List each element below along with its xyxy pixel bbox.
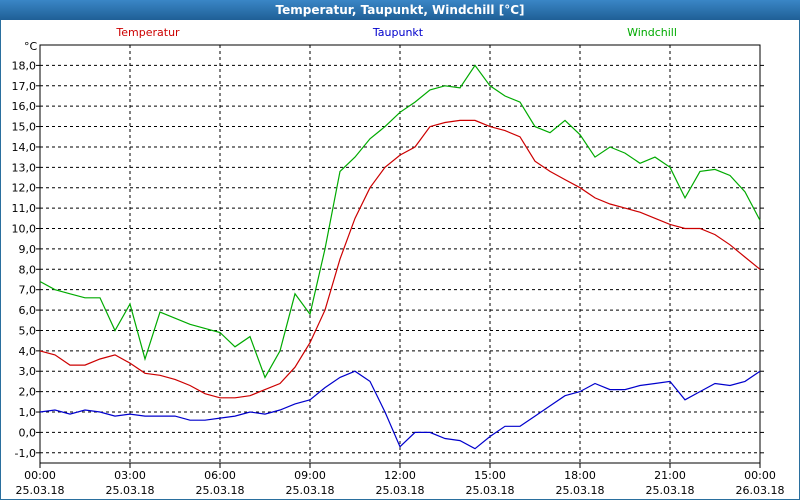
x-tick-time-label: 00:00 bbox=[744, 469, 776, 482]
y-tick-label: 1,0 bbox=[19, 406, 37, 419]
y-tick-label: 4,0 bbox=[19, 345, 37, 358]
x-tick-date-label: 26.03.18 bbox=[736, 484, 785, 497]
y-tick-label: 14,0 bbox=[12, 141, 37, 154]
x-tick-time-label: 03:00 bbox=[114, 469, 146, 482]
x-tick-date-label: 25.03.18 bbox=[646, 484, 695, 497]
legend-item-windchill: Windchill bbox=[627, 26, 677, 39]
x-tick-time-label: 06:00 bbox=[204, 469, 236, 482]
y-tick-label: 6,0 bbox=[19, 304, 37, 317]
x-tick-date-label: 25.03.18 bbox=[466, 484, 515, 497]
x-tick-date-label: 25.03.18 bbox=[16, 484, 65, 497]
y-tick-label: 3,0 bbox=[19, 365, 37, 378]
x-tick-date-label: 25.03.18 bbox=[106, 484, 155, 497]
y-tick-label: 11,0 bbox=[12, 202, 37, 215]
x-tick-time-label: 09:00 bbox=[294, 469, 326, 482]
y-tick-label: 5,0 bbox=[19, 324, 37, 337]
y-tick-label: 17,0 bbox=[12, 80, 37, 93]
y-tick-label: 2,0 bbox=[19, 386, 37, 399]
x-tick-time-label: 21:00 bbox=[654, 469, 686, 482]
series-line-taupunkt bbox=[39, 370, 761, 450]
y-tick-label: 12,0 bbox=[12, 182, 37, 195]
y-tick-label: 15,0 bbox=[12, 121, 37, 134]
x-tick-time-label: 12:00 bbox=[384, 469, 416, 482]
y-tick-label: 7,0 bbox=[19, 284, 37, 297]
window-title: Temperatur, Taupunkt, Windchill [°C] bbox=[0, 0, 800, 20]
legend: Temperatur Taupunkt Windchill bbox=[115, 26, 677, 39]
y-tick-label: 9,0 bbox=[19, 243, 37, 256]
y-tick-label: 18,0 bbox=[12, 59, 37, 72]
y-tick-label: 0,0 bbox=[19, 426, 37, 439]
y-tick-label: 16,0 bbox=[12, 100, 37, 113]
y-tick-label: 8,0 bbox=[19, 263, 37, 276]
x-axis-ticks: 00:00 25.03.18 03:00 25.03.18 06:00 25.03.18 0… bbox=[16, 463, 785, 497]
x-tick-date-label: 25.03.18 bbox=[196, 484, 245, 497]
x-tick-time-label: 00:00 bbox=[24, 469, 56, 482]
grid-lines bbox=[40, 45, 760, 463]
x-tick-date-label: 25.03.18 bbox=[376, 484, 425, 497]
legend-item-taupunkt: Taupunkt bbox=[372, 26, 424, 39]
y-axis-ticks: 18,0 17,0 16,0 15,0 14,0 13,0 12,0 11,0 10,0 9,0 8… bbox=[12, 59, 764, 460]
x-tick-time-label: 18:00 bbox=[564, 469, 596, 482]
y-tick-label: 13,0 bbox=[12, 161, 37, 174]
y-tick-label: 10,0 bbox=[12, 223, 37, 236]
x-tick-date-label: 25.03.18 bbox=[286, 484, 335, 497]
y-unit-label: °C bbox=[24, 40, 38, 53]
series-line-temperatur bbox=[39, 119, 761, 399]
series-lines bbox=[39, 64, 761, 450]
series-line-windchill bbox=[39, 64, 761, 379]
legend-item-temperatur: Temperatur bbox=[115, 26, 180, 39]
y-tick-label: -1,0 bbox=[15, 447, 36, 460]
x-tick-time-label: 15:00 bbox=[474, 469, 506, 482]
x-tick-date-label: 25.03.18 bbox=[556, 484, 605, 497]
